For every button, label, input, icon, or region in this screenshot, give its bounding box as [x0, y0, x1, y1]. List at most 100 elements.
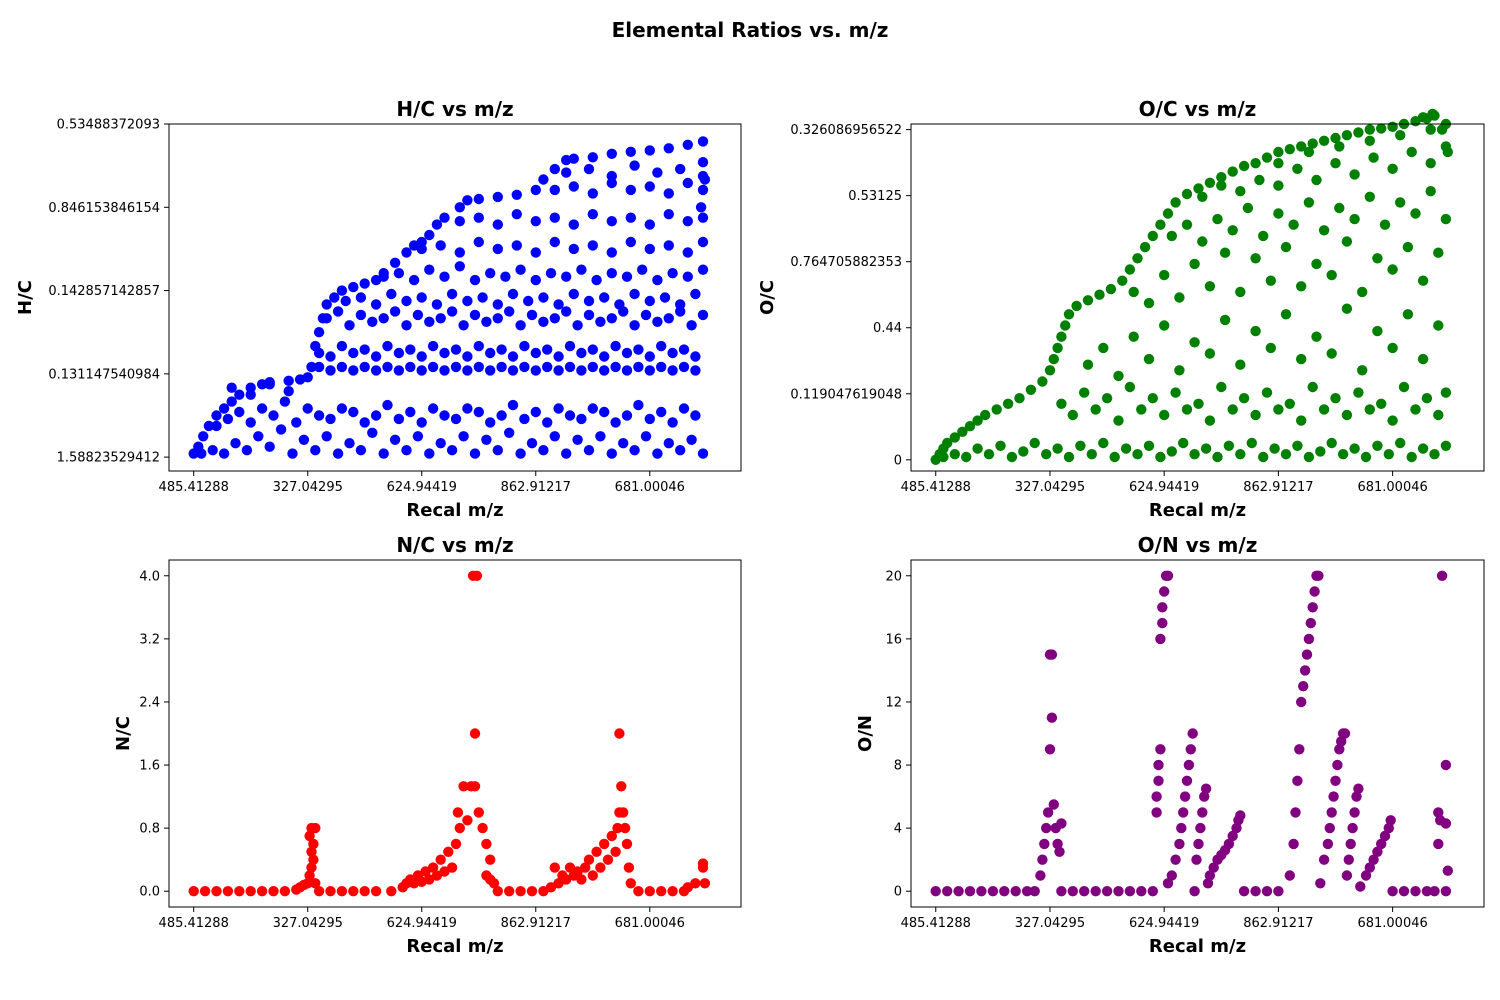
- data-point: [697, 157, 709, 168]
- data-point: [439, 271, 450, 282]
- data-point: [507, 288, 519, 300]
- data-point: [549, 212, 560, 223]
- x-tick-label: 681.00046: [615, 916, 685, 931]
- data-point: [1056, 818, 1067, 829]
- data-point: [587, 344, 598, 355]
- data-point: [313, 327, 325, 338]
- data-point: [572, 320, 583, 331]
- data-point: [1052, 443, 1063, 454]
- data-point: [1376, 398, 1387, 409]
- data-point: [561, 306, 572, 317]
- panel-oc: O/C vs m/z 485.41288 327.04295 624.94419 862…: [757, 97, 1485, 521]
- data-point: [583, 309, 595, 321]
- x-tick-label: 624.94419: [1129, 916, 1199, 931]
- x-tick-label: 862.91217: [1243, 480, 1313, 495]
- data-point: [1372, 440, 1383, 451]
- data-point: [576, 365, 587, 376]
- data-point: [633, 399, 644, 411]
- data-point: [568, 243, 579, 255]
- data-point: [553, 299, 564, 310]
- y-tick-label: 3.2: [139, 632, 160, 647]
- data-point: [599, 365, 610, 376]
- data-point: [302, 403, 313, 414]
- data-point: [1372, 846, 1383, 857]
- data-point: [1395, 437, 1406, 449]
- data-point: [1204, 281, 1216, 292]
- oc-plot-frame: [910, 123, 1485, 472]
- data-point: [644, 351, 655, 362]
- data-point: [1387, 342, 1398, 354]
- data-point: [1368, 854, 1379, 865]
- data-point: [1280, 309, 1292, 320]
- data-point: [427, 361, 439, 373]
- data-point: [1006, 451, 1018, 463]
- data-point: [595, 316, 606, 327]
- data-point: [1440, 440, 1452, 451]
- data-point: [378, 271, 389, 282]
- data-point: [619, 822, 631, 834]
- data-point: [511, 209, 522, 220]
- data-point: [678, 344, 690, 355]
- data-point: [1429, 886, 1440, 897]
- data-point: [313, 886, 325, 897]
- data-point: [583, 295, 595, 307]
- data-point: [1181, 188, 1193, 200]
- data-point: [1322, 838, 1334, 850]
- data-point: [500, 271, 511, 282]
- data-point: [610, 417, 621, 428]
- nc-y-axis-label: N/C: [113, 716, 134, 751]
- data-point: [1212, 213, 1223, 225]
- y-tick-label: 2.4: [139, 695, 160, 710]
- data-point: [245, 389, 256, 400]
- data-point: [279, 886, 291, 897]
- data-point: [1383, 449, 1395, 460]
- data-point: [580, 862, 591, 873]
- data-point: [198, 431, 209, 442]
- data-point: [336, 340, 348, 352]
- data-point: [355, 292, 367, 303]
- data-point: [1410, 886, 1421, 897]
- data-point: [439, 347, 450, 359]
- data-point: [1296, 141, 1307, 152]
- data-point: [439, 365, 450, 376]
- data-point: [1181, 775, 1193, 786]
- data-point: [431, 219, 443, 230]
- data-point: [1113, 370, 1124, 382]
- data-point: [538, 316, 549, 327]
- data-point: [1387, 415, 1398, 426]
- data-point: [972, 443, 983, 454]
- data-point: [359, 278, 370, 289]
- data-point: [1046, 712, 1058, 723]
- data-point: [1098, 437, 1109, 449]
- data-point: [230, 438, 241, 449]
- data-point: [644, 243, 655, 255]
- data-point: [1202, 878, 1214, 889]
- data-point: [469, 728, 481, 739]
- data-point: [1235, 186, 1246, 197]
- data-point: [253, 431, 264, 442]
- data-point: [1360, 870, 1372, 881]
- data-point: [949, 432, 960, 443]
- data-point: [591, 274, 602, 286]
- data-point: [1311, 331, 1322, 342]
- data-point: [587, 152, 598, 163]
- data-point: [1235, 286, 1246, 298]
- data-point: [1238, 160, 1250, 172]
- data-point: [1410, 404, 1421, 415]
- data-point: [568, 219, 579, 230]
- data-point: [1355, 881, 1366, 892]
- data-point: [587, 870, 598, 881]
- x-tick-label: 327.04295: [1015, 480, 1085, 495]
- data-point: [1132, 253, 1143, 264]
- on-title: O/N vs m/z: [1138, 533, 1258, 557]
- data-point: [1153, 775, 1164, 786]
- data-point: [697, 184, 709, 196]
- data-point: [1298, 681, 1309, 692]
- data-point: [469, 274, 481, 286]
- data-point: [279, 396, 291, 407]
- data-point: [1042, 807, 1054, 818]
- data-point: [321, 299, 332, 310]
- hc-plot-frame: [168, 123, 742, 472]
- data-point: [602, 854, 614, 865]
